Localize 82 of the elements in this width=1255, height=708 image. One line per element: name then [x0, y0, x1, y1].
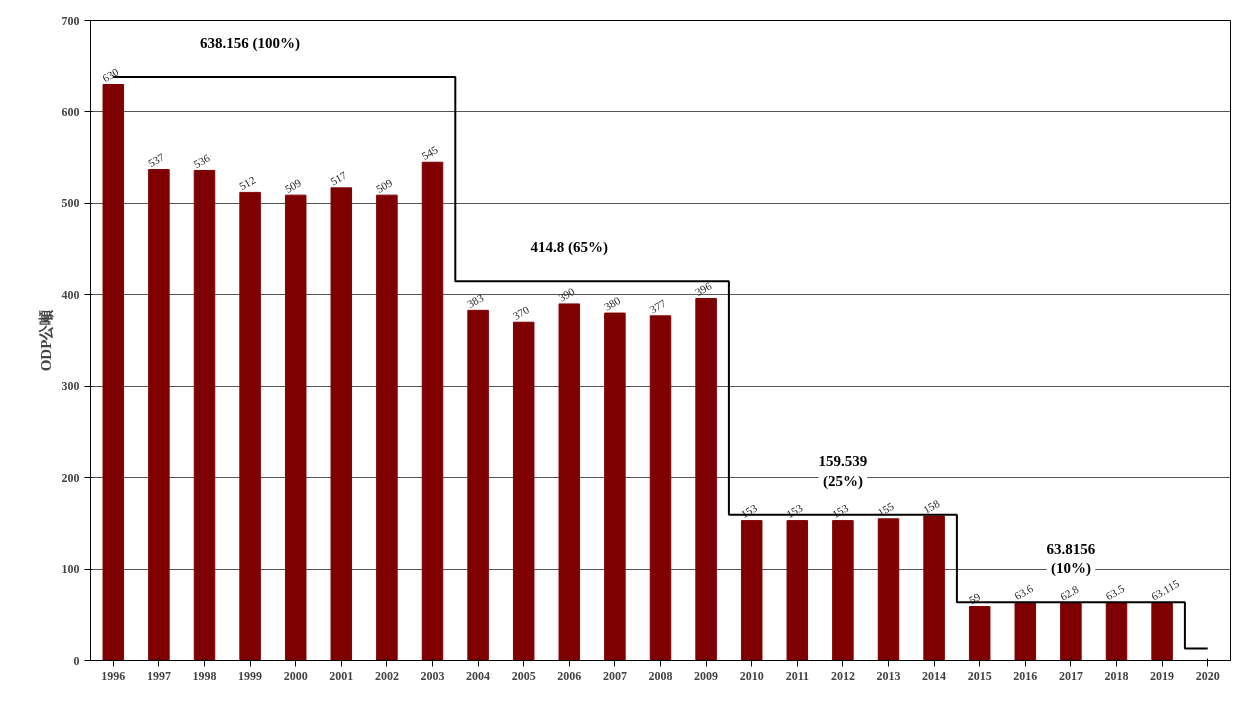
x-tick-label: 2008	[648, 668, 673, 683]
bar	[148, 169, 170, 661]
data-label: 517	[328, 168, 350, 188]
x-tick-label: 2007	[602, 668, 627, 683]
data-label: 390	[556, 284, 578, 304]
bar	[968, 606, 991, 661]
bar	[421, 161, 444, 661]
bar	[1105, 601, 1128, 661]
x-tick-label: 2006	[557, 668, 582, 683]
data-label: 155	[875, 499, 897, 519]
bar	[923, 515, 945, 661]
bar	[877, 518, 900, 661]
x-tick-label: 2003	[420, 668, 445, 683]
data-label: 370	[510, 303, 532, 322]
annotation: 414.8 (65%)	[530, 239, 609, 257]
x-tick-label: 1998	[192, 668, 217, 683]
data-label: 545	[419, 143, 441, 162]
x-tick-label: 2005	[511, 668, 536, 683]
x-tick-label: 2019	[1150, 668, 1175, 683]
data-label: 509	[373, 175, 395, 195]
data-label: 396	[693, 279, 714, 299]
data-label: 62.8	[1057, 582, 1081, 603]
data-label: 63.5	[1103, 581, 1127, 603]
x-tick-label: 2015	[967, 668, 992, 683]
x-tick-label: 2012	[830, 668, 855, 683]
bar	[376, 194, 398, 661]
bar	[604, 312, 626, 661]
bar	[1151, 602, 1173, 661]
data-label: 630	[100, 65, 122, 85]
bar	[649, 315, 672, 661]
data-label: 158	[921, 496, 942, 516]
x-tick-label: 2017	[1058, 668, 1083, 683]
bar	[740, 520, 763, 661]
data-label: 59	[966, 590, 983, 607]
y-tick-label: 700	[61, 13, 80, 28]
bar	[239, 191, 261, 661]
y-tick-label: 200	[61, 470, 80, 485]
bar	[467, 309, 489, 661]
x-tick-label: 2020	[1195, 668, 1220, 683]
x-tick-label: 1999	[238, 668, 263, 683]
y-tick-label: 100	[61, 562, 80, 577]
data-label: 509	[282, 175, 304, 195]
x-tick-label: 1997	[146, 668, 171, 683]
annotation: 63.8156 (10%)	[1046, 540, 1096, 578]
data-label: 537	[145, 150, 167, 170]
y-tick-label: 500	[61, 196, 80, 211]
bar	[786, 520, 809, 661]
x-tick-label: 2000	[283, 668, 308, 683]
y-tick-label: 400	[61, 287, 80, 302]
data-label: 512	[237, 173, 258, 193]
bar	[193, 169, 216, 661]
y-tick-label: 300	[61, 379, 80, 394]
x-tick-label: 2002	[374, 668, 399, 683]
bar	[558, 303, 581, 661]
bar	[695, 297, 717, 661]
data-label: 377	[647, 296, 669, 316]
y-tick-label: 600	[61, 104, 80, 119]
x-tick-label: 2018	[1104, 668, 1129, 683]
bar	[102, 84, 125, 661]
x-tick-label: 2014	[922, 668, 947, 683]
x-tick-label: 2011	[785, 668, 809, 683]
x-tick-label: 1996	[101, 668, 126, 683]
x-tick-label: 2001	[329, 668, 354, 683]
data-label: 383	[465, 291, 486, 311]
bar	[330, 187, 353, 661]
bar	[284, 194, 307, 661]
bar	[1014, 601, 1037, 661]
bar	[512, 321, 535, 661]
annotation: 638.156 (100%)	[200, 35, 301, 53]
x-tick-label: 2009	[694, 668, 719, 683]
annotation: 159.539 (25%)	[818, 453, 868, 490]
bar	[832, 520, 854, 661]
y-tick-label: 0	[73, 653, 80, 668]
x-tick-label: 2013	[876, 668, 901, 683]
data-label: 380	[601, 293, 623, 313]
x-tick-label: 2016	[1013, 668, 1038, 683]
data-label: 536	[191, 151, 213, 171]
x-tick-label: 2004	[466, 668, 491, 683]
y-axis-title: ODP公噸	[37, 308, 54, 372]
bar	[1060, 602, 1082, 661]
data-label: 63.6	[1012, 581, 1036, 603]
x-tick-label: 2010	[739, 668, 764, 683]
